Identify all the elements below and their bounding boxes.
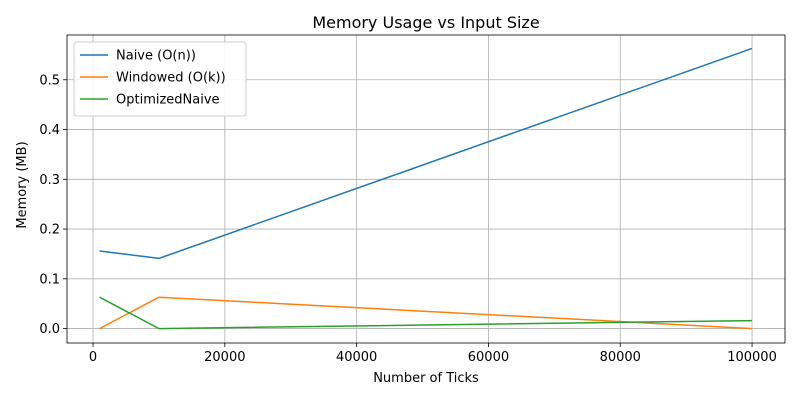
x-axis-label: Number of Ticks [373, 371, 479, 386]
grid-lines [67, 35, 785, 343]
x-tick-label: 100000 [727, 350, 777, 365]
y-tick-label: 0.4 [39, 123, 60, 138]
series-line-0 [99, 47, 753, 260]
legend-label-1: Windowed (O(k)) [116, 71, 226, 86]
legend-label-0: Naive (O(n)) [116, 49, 196, 64]
chart-title: Memory Usage vs Input Size [312, 13, 539, 32]
y-tick-label: 0.5 [39, 73, 60, 88]
series-line-2 [99, 296, 753, 330]
y-tick-label: 0.0 [39, 322, 60, 337]
y-tick-label: 0.1 [39, 272, 60, 287]
axis-ticks: 0 20000 40000 60000 80000 100000 0.0 0.1 0.2 0.3 0… [39, 73, 777, 365]
legend: Naive (O(n)) Windowed (O(k)) OptimizedNaiv… [73, 41, 247, 117]
x-tick-label: 20000 [204, 350, 245, 365]
plot-frame [66, 34, 786, 344]
series-line-1 [99, 296, 753, 330]
x-tick-label: 60000 [468, 350, 509, 365]
series-lines [99, 47, 753, 330]
x-tick-label: 0 [89, 350, 97, 365]
y-tick-label: 0.3 [39, 173, 60, 188]
y-axis-label: Memory (MB) [15, 141, 30, 228]
x-tick-label: 40000 [336, 350, 377, 365]
legend-box [73, 41, 247, 117]
x-tick-label: 80000 [600, 350, 641, 365]
legend-label-2: OptimizedNaive [116, 93, 220, 108]
y-tick-label: 0.2 [39, 223, 60, 238]
